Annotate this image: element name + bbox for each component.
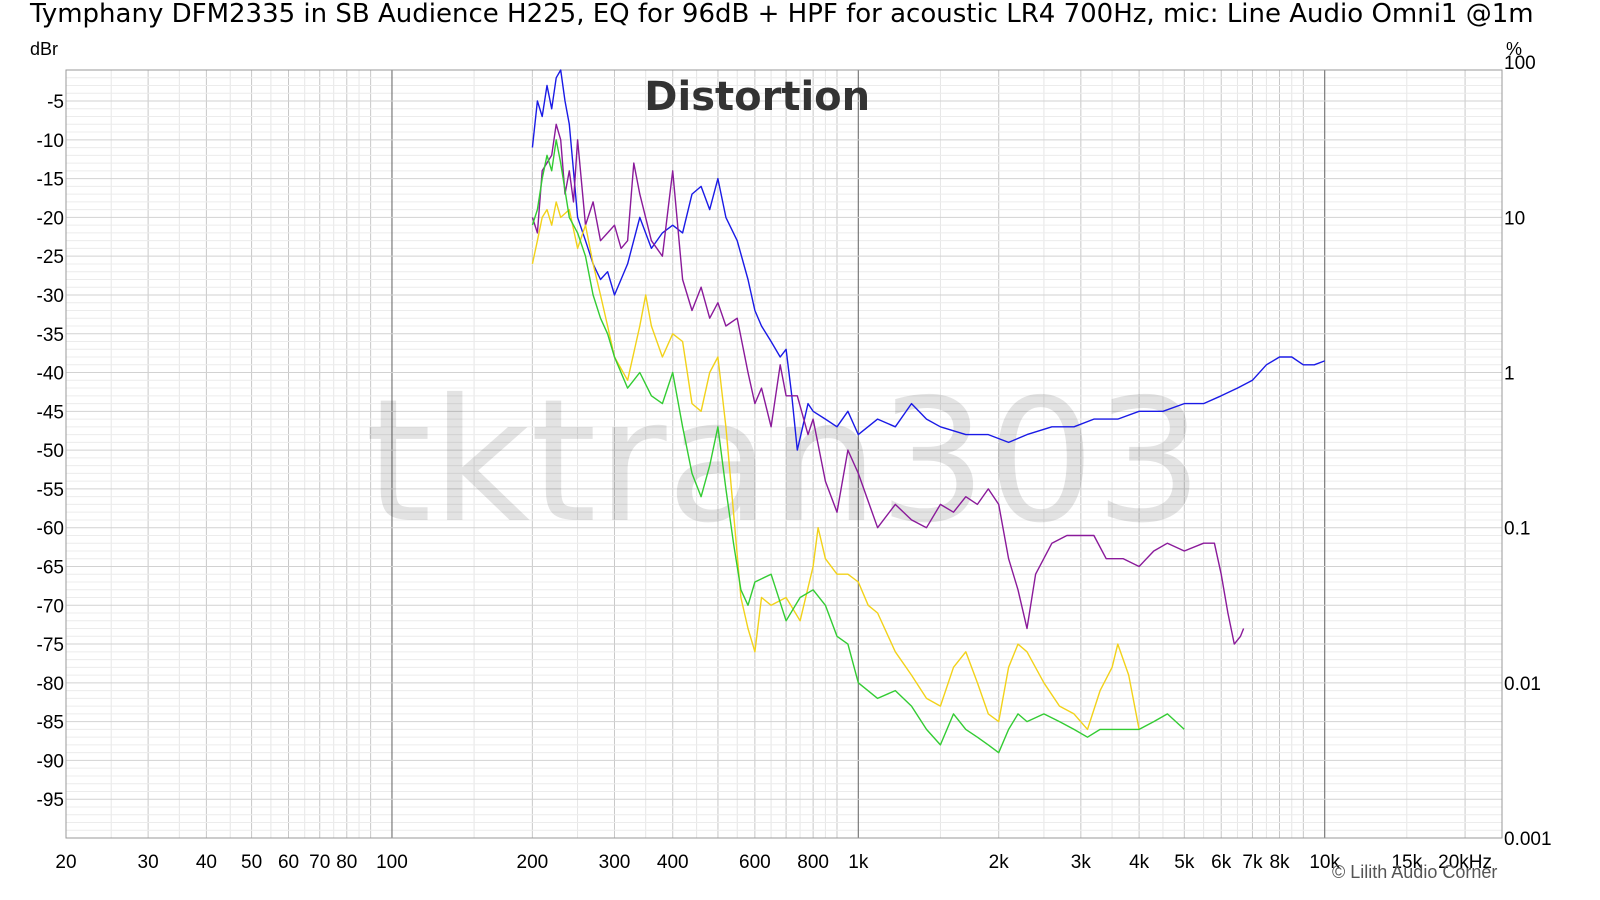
x-tick-label: 30 (138, 852, 159, 873)
y-right-tick-label: 10 (1504, 208, 1525, 229)
series-line (531, 201, 1140, 731)
grid-major (66, 70, 1502, 839)
x-tick-label: 20 (55, 852, 76, 873)
plot-frame (65, 69, 1503, 839)
y-left-tick-label: -45 (37, 402, 64, 423)
y-left-tick-label: -80 (37, 674, 64, 695)
watermark: tktran303 (365, 363, 1203, 561)
x-tick-label: 6k (1211, 852, 1232, 873)
x-tick-label: 7k (1242, 852, 1263, 873)
y-left-axis-ticks: -5 -10 -15 -20 -25 -30 -35 -40 -45 -50 -55 -60 -65 -7… (37, 92, 64, 811)
x-tick-label: 400 (657, 852, 689, 873)
y-right-tick-label: 0.1 (1504, 519, 1530, 540)
x-tick-label: 10k (1309, 852, 1340, 873)
series-layer (531, 69, 1325, 754)
x-tick-label: 1k (848, 852, 869, 873)
x-tick-label: 50 (241, 852, 262, 873)
x-tick-label: 4k (1129, 852, 1150, 873)
x-tick-label: 3k (1071, 852, 1092, 873)
y-left-tick-label: -25 (37, 247, 64, 268)
distortion-annotation: Distortion (644, 74, 870, 120)
x-tick-label: 20kHz (1438, 852, 1492, 873)
y-left-tick-label: -10 (37, 131, 64, 152)
x-tick-label: 70 (309, 852, 330, 873)
x-axis-ticks: 20 30 40 50 60 70 80 100 200 300 400 600 800 1k 2k 3k 4k… (55, 852, 1492, 873)
y-right-tick-label: 0.01 (1504, 674, 1541, 695)
y-left-tick-label: -40 (37, 364, 64, 385)
chart-title: Tymphany DFM2335 in SB Audience H225, EQ… (29, 0, 1534, 29)
y-right-unit: % (1506, 39, 1522, 59)
y-left-tick-label: -90 (37, 751, 64, 772)
x-tick-label: 2k (989, 852, 1010, 873)
y-right-tick-label: 1 (1504, 364, 1515, 385)
x-tick-label: 800 (797, 852, 829, 873)
x-tick-label: 100 (376, 852, 408, 873)
y-left-tick-label: -70 (37, 596, 64, 617)
y-left-tick-label: -30 (37, 286, 64, 307)
y-left-tick-label: -60 (37, 519, 64, 540)
series-line (531, 139, 1185, 754)
x-tick-label: 60 (278, 852, 299, 873)
y-left-tick-label: -15 (37, 170, 64, 191)
y-right-tick-label: 100 (1504, 53, 1536, 74)
y-left-tick-label: -95 (37, 790, 64, 811)
x-tick-label: 300 (599, 852, 631, 873)
copyright-notice: © Lilith Audio Corner (1332, 862, 1497, 882)
x-tick-label: 8k (1269, 852, 1290, 873)
y-left-tick-label: -75 (37, 635, 64, 656)
y-left-tick-label: -20 (37, 208, 64, 229)
x-tick-label: 40 (196, 852, 217, 873)
y-right-tick-label: 0.001 (1504, 829, 1552, 850)
y-left-tick-label: -85 (37, 713, 64, 734)
x-tick-label: 600 (739, 852, 771, 873)
x-tick-label: 5k (1174, 852, 1195, 873)
x-tick-label: 200 (517, 852, 549, 873)
grid-minor (65, 69, 1502, 838)
x-tick-label: 80 (336, 852, 357, 873)
y-left-tick-label: -35 (37, 325, 64, 346)
y-left-tick-label: -5 (47, 92, 64, 113)
x-tick-label: 15k (1391, 852, 1422, 873)
y-left-tick-label: -65 (37, 557, 64, 578)
series-line (531, 123, 1245, 645)
y-right-axis-ticks: 100 10 1 0.1 0.01 0.001 (1504, 53, 1552, 850)
y-left-tick-label: -50 (37, 441, 64, 462)
y-left-unit: dBr (30, 39, 58, 59)
y-left-tick-label: -55 (37, 480, 64, 501)
